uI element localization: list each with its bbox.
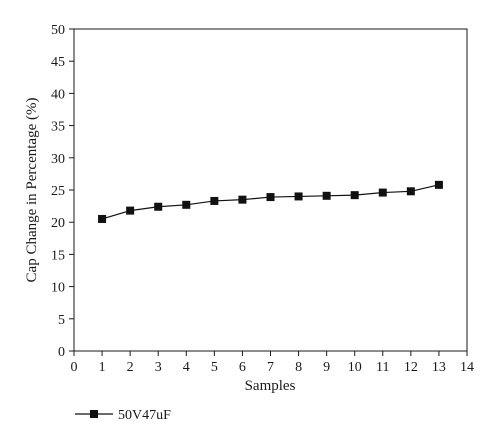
y-tick-label: 40 (51, 87, 65, 102)
data-point-marker (350, 191, 359, 200)
x-tick-label: 0 (71, 360, 78, 375)
y-axis-title: Cap Change in Percentage (%) (24, 98, 40, 283)
data-point-marker (238, 195, 247, 204)
x-tick-label: 8 (295, 360, 302, 375)
series-layer (98, 180, 443, 223)
legend: 50V47uF (75, 408, 171, 423)
legend-label: 50V47uF (118, 408, 171, 423)
y-tick-label: 15 (51, 248, 65, 263)
data-point-marker (126, 206, 135, 215)
data-point-marker (210, 196, 219, 205)
x-tick-label: 6 (239, 360, 246, 375)
y-tick-label: 30 (51, 152, 65, 167)
series-line (101, 184, 440, 220)
y-tick-label: 0 (58, 345, 65, 360)
data-point-marker (434, 180, 443, 189)
y-tick-label: 50 (51, 23, 65, 38)
y-axis-ticks: 0 5 10 15 20 25 30 35 40 45 50 (51, 23, 74, 360)
data-point-marker (154, 202, 163, 211)
x-axis-ticks: 0 1 2 3 4 5 6 7 8 9 10 11 12 13 14 (71, 351, 474, 375)
x-tick-label: 2 (127, 360, 134, 375)
legend-marker-square (90, 410, 98, 418)
x-tick-label: 5 (211, 360, 218, 375)
x-tick-label: 11 (376, 360, 389, 375)
y-tick-label: 25 (51, 184, 65, 199)
x-tick-label: 12 (404, 360, 418, 375)
data-point-marker (406, 187, 415, 196)
y-tick-label: 5 (58, 313, 65, 328)
x-tick-label: 4 (183, 360, 190, 375)
x-tick-label: 7 (267, 360, 274, 375)
data-point-marker (294, 192, 303, 201)
x-tick-label: 10 (348, 360, 362, 375)
x-tick-label: 1 (99, 360, 106, 375)
data-point-marker (266, 193, 275, 202)
data-point-marker (182, 200, 191, 209)
data-point-marker (322, 191, 331, 200)
x-tick-label: 3 (155, 360, 162, 375)
y-tick-label: 45 (51, 55, 65, 70)
x-tick-label: 9 (323, 360, 330, 375)
y-tick-label: 20 (51, 216, 65, 231)
x-axis-title: Samples (245, 378, 296, 394)
y-tick-label: 35 (51, 120, 65, 135)
data-point-marker (98, 214, 107, 223)
data-point-marker (378, 188, 387, 197)
x-tick-label: 14 (460, 360, 474, 375)
x-tick-label: 13 (432, 360, 446, 375)
y-tick-label: 10 (51, 281, 65, 296)
